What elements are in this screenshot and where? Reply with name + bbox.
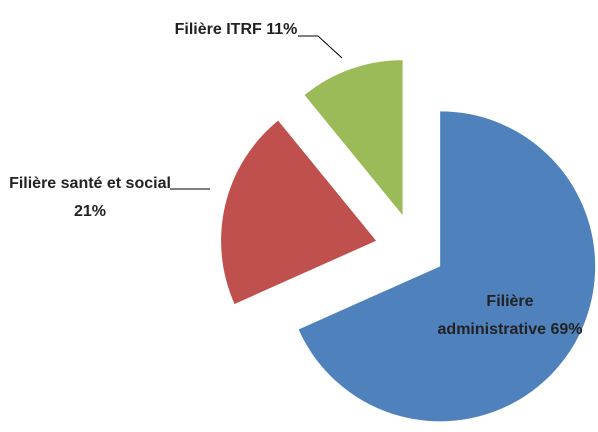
- value-label: 21%: [73, 203, 107, 220]
- data-label: Filière administrative 69%: [430, 288, 590, 344]
- category-name: Filière ITRF: [174, 21, 262, 38]
- category-name: Filière administrative: [437, 293, 546, 338]
- data-label: Filière santé et social 21%: [6, 170, 174, 226]
- data-label: Filière ITRF 11%: [170, 16, 302, 44]
- leader-line: [298, 35, 343, 59]
- value-label: 11%: [266, 21, 298, 38]
- pie-slice: [304, 60, 403, 216]
- pie-slice: [298, 111, 596, 422]
- pie-slice: [221, 120, 377, 304]
- category-name: Filière santé et social: [9, 175, 171, 192]
- value-label: 69%: [550, 321, 583, 338]
